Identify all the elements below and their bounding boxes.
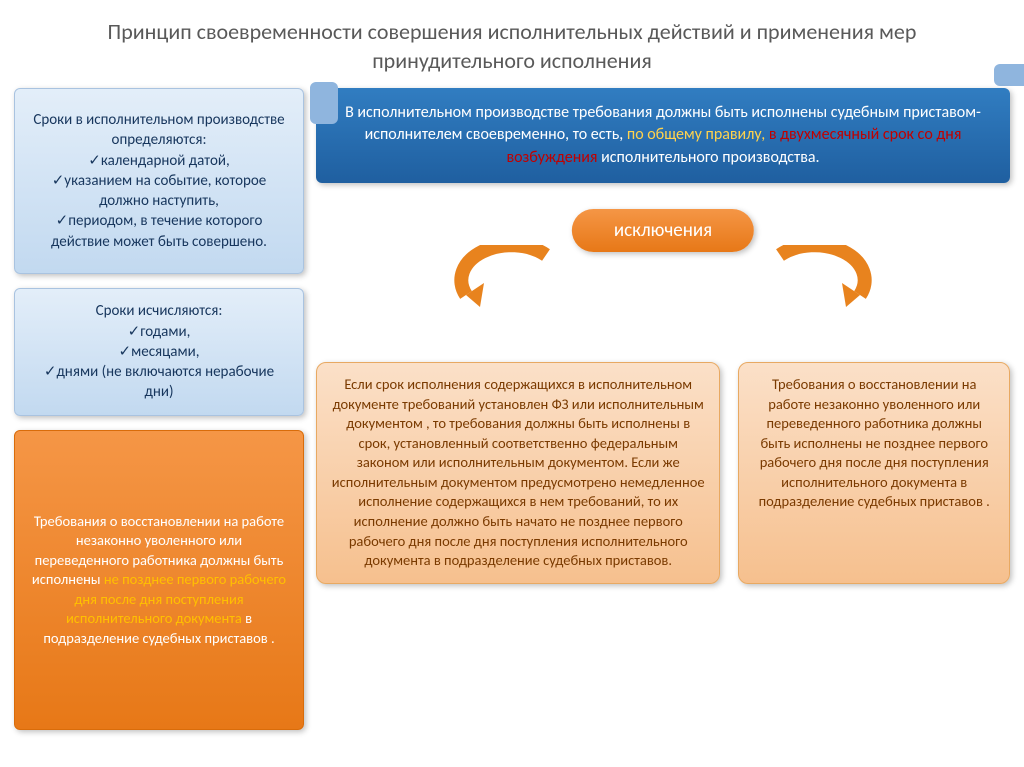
box-b-item-0: годами, — [140, 323, 190, 341]
bottom-row: Если срок исполнения содержащихся в испо… — [316, 362, 1010, 584]
check-icon: ✓ — [56, 212, 69, 230]
exceptions-pill: исключения — [572, 209, 754, 252]
box-restore-left: Требования о восстановлении на работе не… — [14, 430, 304, 730]
arrow-right-icon — [760, 245, 880, 315]
box-a-item-0: календарной датой, — [101, 152, 230, 170]
box-restore-right: Требования о восстановлении на работе не… — [738, 362, 1010, 584]
check-icon: ✓ — [88, 152, 101, 170]
left-column: Сроки в исполнительном производстве опре… — [14, 88, 304, 730]
box-a-item-1: указанием на событие, которое должно нас… — [64, 172, 266, 210]
wide-p1: Если срок исполнения содержащихся в испо… — [332, 375, 705, 530]
exceptions-wrap: исключения — [316, 201, 1010, 311]
check-icon: ✓ — [44, 363, 57, 381]
box-b-lead: Сроки исчисляются: — [96, 302, 223, 320]
wide-p2: в подразделение судебных приставов. — [431, 551, 672, 569]
check-icon: ✓ — [52, 172, 65, 190]
box-deadlines-defined: Сроки в исполнительном производстве опре… — [14, 88, 304, 274]
check-icon: ✓ — [119, 343, 132, 361]
right-column: В исполнительном производстве требования… — [316, 88, 1010, 311]
box-a-lead: Сроки в исполнительном производстве опре… — [33, 111, 284, 149]
box-exec-deadline: Если срок исполнения содержащихся в испо… — [316, 362, 720, 584]
box-b-item-2: днями (не включаются нерабочие дни) — [56, 363, 274, 401]
head-box: В исполнительном производстве требования… — [316, 88, 1010, 183]
corner-decoration — [994, 64, 1024, 86]
check-icon: ✓ — [128, 323, 141, 341]
page-title: Принцип своевременности совершения испол… — [0, 0, 1024, 83]
quote-decoration — [310, 82, 338, 124]
head-hl-a: по общему правилу, — [627, 125, 769, 144]
box-b-item-1: месяцами, — [131, 343, 199, 361]
box-deadlines-calc: Сроки исчисляются: ✓годами, ✓месяцами, ✓… — [14, 288, 304, 416]
head-post: исполнительного производства. — [601, 148, 819, 167]
arrow-left-icon — [446, 245, 566, 315]
box-a-item-2: периодом, в течение которого действие мо… — [51, 212, 267, 250]
content-area: Сроки в исполнительном производстве опре… — [14, 88, 1010, 753]
